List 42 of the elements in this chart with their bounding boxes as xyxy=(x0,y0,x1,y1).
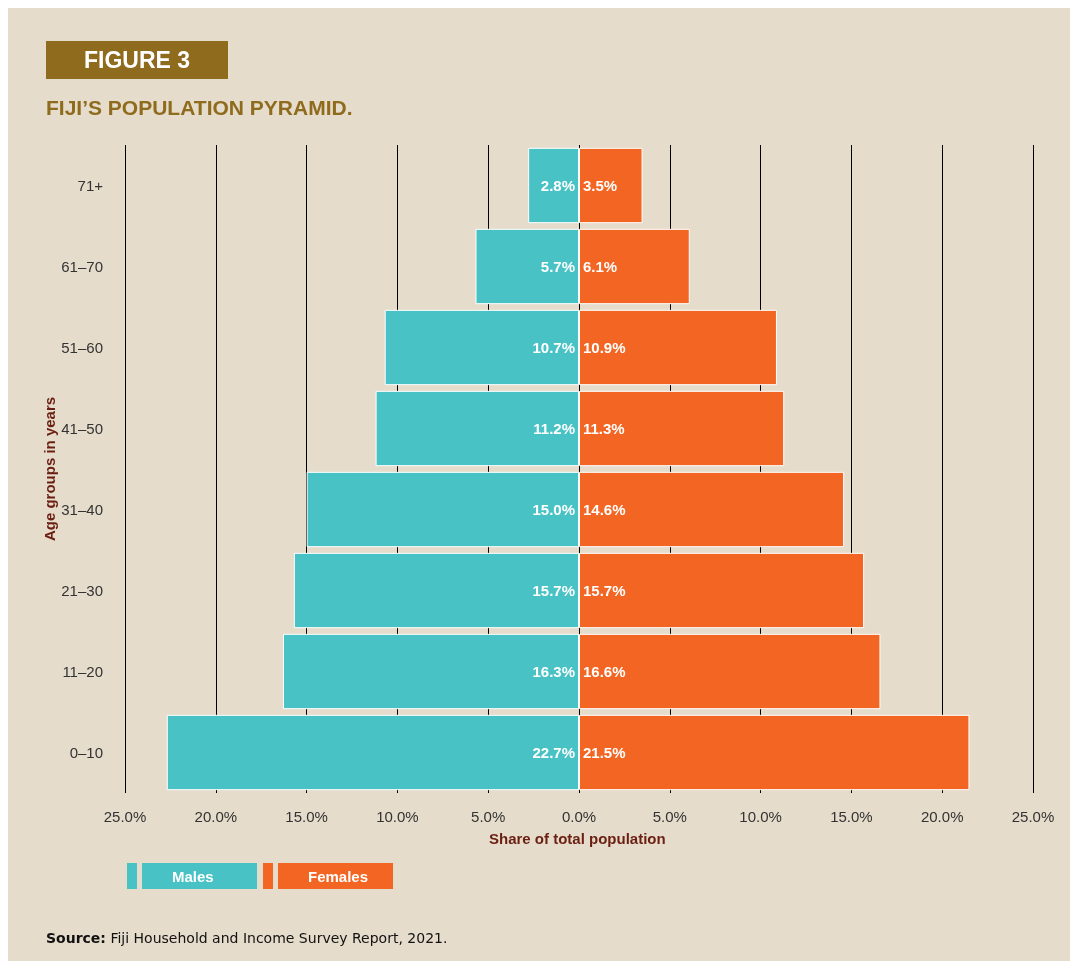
y-tick-label: 51–60 xyxy=(61,339,103,356)
data-label: 21.5% xyxy=(583,744,626,761)
data-label: 16.3% xyxy=(532,663,575,680)
y-tick-label: 41–50 xyxy=(61,420,103,437)
data-label: 3.5% xyxy=(583,177,618,194)
data-label: 15.7% xyxy=(532,582,575,599)
chart-subtitle: FIJI’S POPULATION PYRAMID. xyxy=(46,96,353,120)
y-tick-label: 0–10 xyxy=(69,744,103,761)
x-tick-label: 25.0% xyxy=(103,808,147,825)
y-tick-label: 21–30 xyxy=(61,582,103,599)
data-label: 10.9% xyxy=(583,339,626,356)
y-axis-title: Age groups in years xyxy=(41,396,58,542)
x-tick-label: 15.0% xyxy=(830,808,873,825)
x-tick-label: 5.0% xyxy=(471,808,506,825)
y-tick-label: 71+ xyxy=(77,177,104,194)
data-label: 22.7% xyxy=(532,744,575,761)
x-tick-label: 15.0% xyxy=(285,808,328,825)
x-tick-label: 20.0% xyxy=(920,808,964,825)
x-tick-label: 5.0% xyxy=(652,808,687,825)
data-label: 15.7% xyxy=(583,582,626,599)
y-tick-label: 11–20 xyxy=(62,663,103,680)
data-label: 5.7% xyxy=(540,258,575,275)
x-axis-title: Share of total population xyxy=(489,830,666,847)
x-tick-label: 25.0% xyxy=(1011,808,1055,825)
x-tick-label: 10.0% xyxy=(739,808,782,825)
data-label: 15.0% xyxy=(532,501,575,518)
data-label: 11.2% xyxy=(533,420,575,437)
legend-label: Females xyxy=(308,867,369,885)
data-label: 2.8% xyxy=(540,177,575,194)
legend-label: Males xyxy=(172,867,214,885)
data-label: 10.7% xyxy=(532,339,575,356)
data-label: 11.3% xyxy=(583,420,625,437)
x-tick-label: 10.0% xyxy=(376,808,419,825)
x-tick-label: 20.0% xyxy=(194,808,238,825)
y-tick-label: 61–70 xyxy=(61,258,103,275)
data-label: 14.6% xyxy=(583,501,626,518)
data-label: 6.1% xyxy=(583,258,618,275)
y-tick-label: 31–40 xyxy=(61,501,103,518)
chart-title: FIGURE 3 xyxy=(46,41,229,79)
x-tick-label: 0.0% xyxy=(561,808,597,825)
source-note: Source: Fiji Household and Income Survey Report, 2021. xyxy=(46,930,448,946)
data-label: 16.6% xyxy=(583,663,626,680)
